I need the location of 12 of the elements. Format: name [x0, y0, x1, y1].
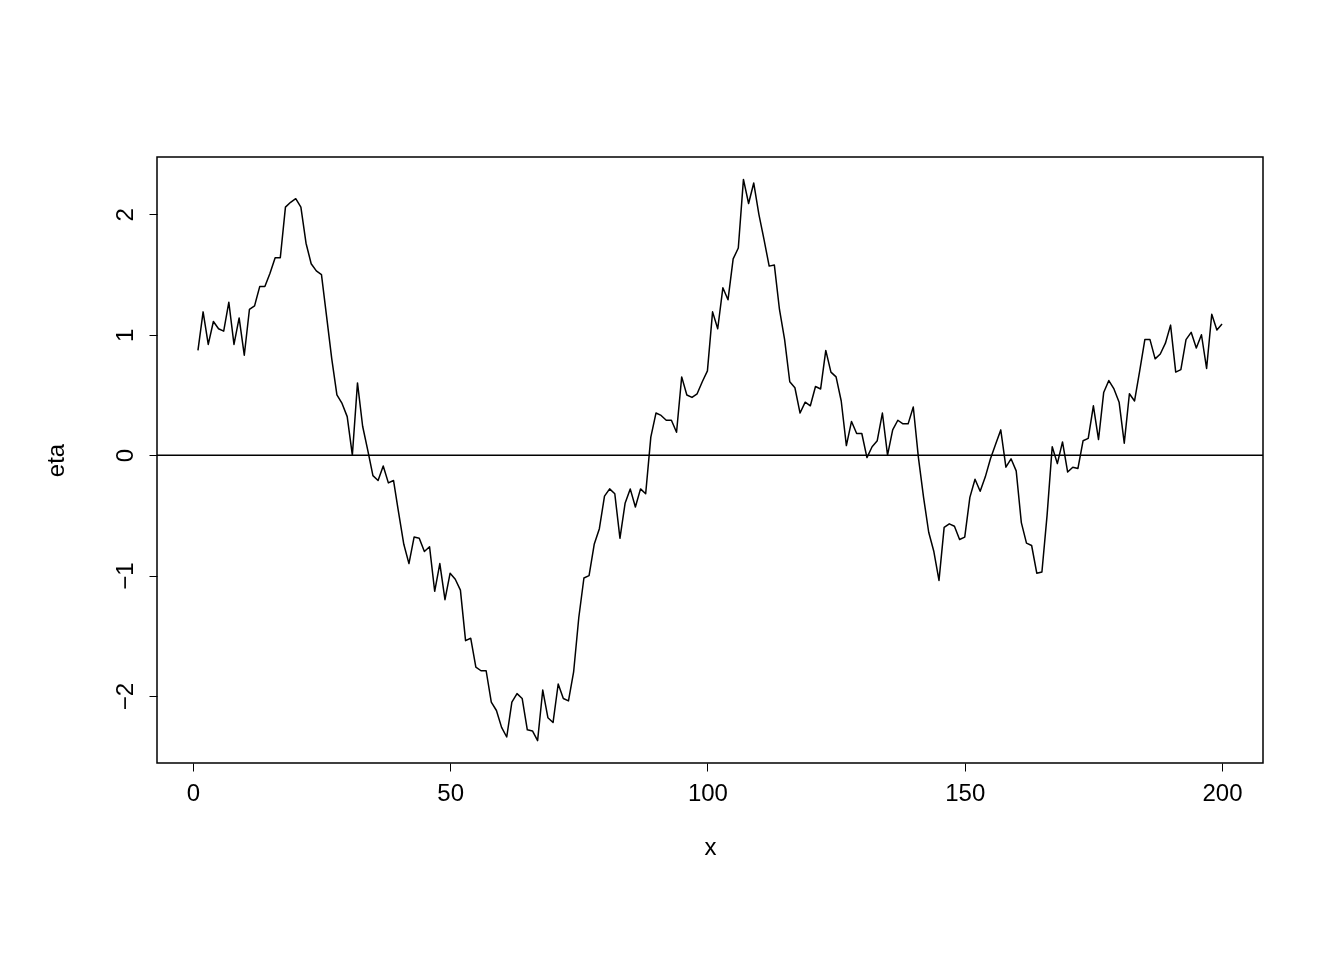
x-tick-label: 200 — [1202, 778, 1243, 806]
x-tick-label: 50 — [437, 778, 464, 806]
x-axis-title: x — [704, 832, 717, 860]
y-tick-label: 0 — [110, 449, 138, 463]
y-tick-label: −2 — [110, 682, 138, 711]
y-tick-label: 1 — [110, 328, 138, 342]
y-tick-label: −1 — [110, 562, 138, 590]
x-tick-label: 150 — [945, 778, 986, 806]
x-tick-label: 0 — [186, 778, 200, 806]
y-axis-title: eta — [41, 443, 69, 478]
y-tick-label: 2 — [110, 208, 138, 222]
x-tick-label: 100 — [687, 778, 728, 806]
